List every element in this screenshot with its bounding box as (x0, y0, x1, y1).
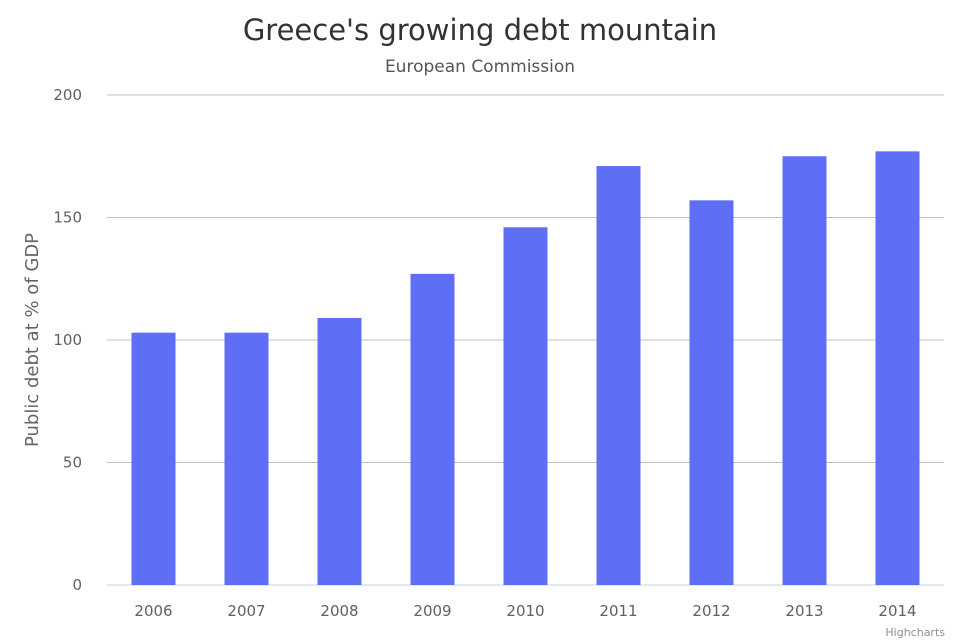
x-tick-labels: 2006 2007 2008 2009 2010 2011 2012 2013 2014 (134, 602, 916, 620)
x-tick-label: 2014 (878, 602, 916, 620)
y-axis-label: Public debt at % of GDP (22, 233, 43, 447)
bar[interactable] (224, 332, 269, 585)
x-tick-label: 2012 (692, 602, 730, 620)
x-tick-label: 2011 (599, 602, 637, 620)
x-tick-label: 2013 (785, 602, 823, 620)
bar[interactable] (131, 332, 176, 585)
credit-text[interactable]: Highcharts (885, 626, 945, 639)
bar[interactable] (410, 273, 455, 585)
bar[interactable] (782, 156, 827, 585)
x-tick-label: 2009 (413, 602, 451, 620)
x-tick-label: 2006 (134, 602, 172, 620)
y-tick-label: 200 (53, 86, 82, 104)
y-tick-label: 100 (53, 331, 82, 349)
x-tick-label: 2010 (506, 602, 544, 620)
bar[interactable] (317, 317, 362, 585)
bar[interactable] (689, 200, 734, 585)
bar[interactable] (503, 227, 548, 586)
x-tick-label: 2007 (227, 602, 265, 620)
y-tick-label: 150 (53, 209, 82, 227)
y-tick-label: 0 (72, 576, 82, 594)
chart-title: Greece's growing debt mountain (243, 13, 717, 47)
y-tick-label: 50 (63, 454, 82, 472)
bar[interactable] (596, 166, 641, 586)
bars (131, 151, 920, 586)
bar[interactable] (875, 151, 920, 585)
chart-subtitle: European Commission (385, 57, 575, 77)
y-tick-labels: 0 50 100 150 200 (53, 86, 82, 594)
x-tick-label: 2008 (320, 602, 358, 620)
